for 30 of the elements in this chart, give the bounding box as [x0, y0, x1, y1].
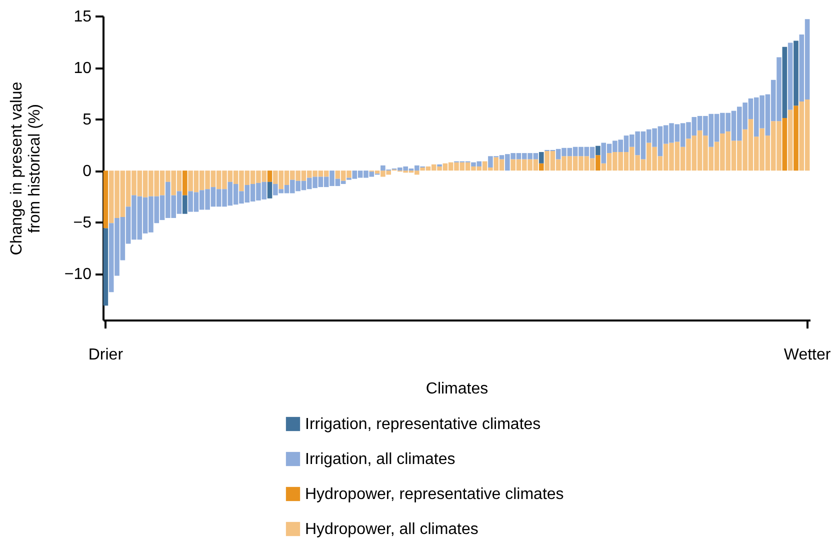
y-tick-label: 15 [74, 8, 92, 26]
legend-label: Hydropower, representative climates [305, 486, 564, 503]
bar [267, 170, 272, 182]
y-tick-label: −10 [64, 266, 92, 284]
bar [538, 152, 544, 164]
bar [182, 170, 188, 196]
bar [538, 163, 544, 171]
bar [267, 182, 272, 198]
y-tick-label: 10 [74, 60, 92, 78]
bar [794, 106, 798, 171]
y-tick-label: −5 [73, 214, 92, 232]
bar [103, 170, 108, 228]
x-axis-title: Climates [426, 380, 488, 398]
bar [103, 228, 108, 306]
legend-label: Hydropower, all climates [305, 521, 478, 538]
y-tick-label: 0 [82, 163, 92, 180]
x-tick-label: Wetter [784, 346, 832, 364]
bar [182, 195, 188, 214]
legend-label: Irrigation, all climates [305, 451, 456, 468]
y-axis-title: Change in present value from historical (%) [8, 82, 44, 256]
legend-label: Irrigation, representative climates [305, 416, 541, 433]
bar [596, 146, 600, 156]
bar [782, 118, 788, 171]
y-tick-label: 5 [82, 112, 92, 129]
bar [782, 46, 788, 118]
bar [794, 40, 798, 106]
bar [788, 42, 793, 110]
x-tick-label: Drier [88, 346, 124, 364]
bar [596, 155, 600, 171]
bar [788, 110, 793, 171]
